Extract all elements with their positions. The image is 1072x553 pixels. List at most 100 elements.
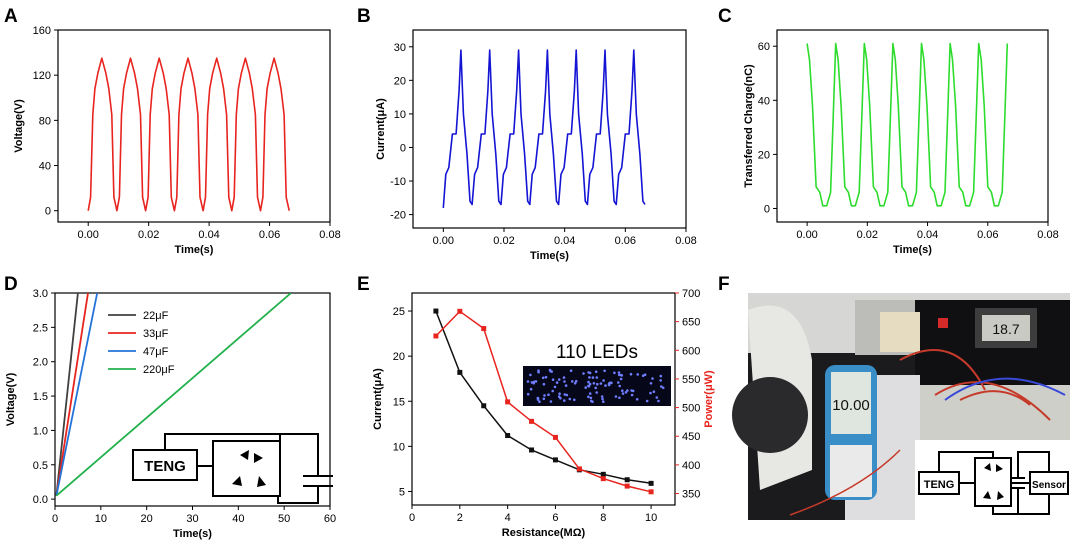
led-dot <box>601 397 604 401</box>
y-tick-label-a: 40 <box>39 161 51 173</box>
series-line-b <box>442 49 646 208</box>
x-tick-label-a: 0.08 <box>319 229 340 241</box>
x-tick-label-d: 0 <box>52 513 58 525</box>
series-line-d-0 <box>55 293 79 496</box>
plot-frame-b <box>412 29 687 229</box>
led-dot <box>594 386 597 390</box>
led-dot <box>641 374 645 378</box>
x-tick-label-a: 0.00 <box>78 229 99 241</box>
x-tick-label-a: 0.06 <box>259 229 280 241</box>
y-tick-label-b: -10 <box>390 176 406 188</box>
led-dot <box>624 391 628 394</box>
led-dot <box>630 389 633 392</box>
panel-letter-f: F <box>718 274 730 295</box>
led-dot <box>584 386 587 389</box>
led-dot <box>626 389 629 392</box>
led-dot <box>649 391 652 395</box>
teng-box <box>132 449 198 481</box>
data-point-e-1 <box>457 308 463 314</box>
x-tick-label-d: 40 <box>232 513 244 525</box>
y-tick-label-b: 0 <box>400 142 406 154</box>
series-line-d-2 <box>55 293 99 496</box>
teng-label-f: TENG <box>924 479 955 491</box>
led-dot <box>595 391 598 394</box>
led-dot <box>529 373 532 377</box>
panel-letter-b: B <box>357 6 371 27</box>
y-tick-label-d: 2.0 <box>33 357 48 369</box>
plot-frame-e <box>411 292 676 506</box>
led-dot <box>555 381 559 384</box>
bridge-diodes-d <box>232 450 266 487</box>
series-line-d-3 <box>55 293 292 497</box>
led-dot <box>564 384 568 387</box>
x-tick-label-e: 10 <box>645 512 657 524</box>
legend-label-d-1: 33μF <box>143 328 169 340</box>
led-dot <box>591 400 594 404</box>
legend-label-d-3: 220μF <box>143 364 175 376</box>
led-dot <box>596 382 599 386</box>
y-tick-label-d: 0.5 <box>33 460 48 472</box>
led-dot <box>609 381 613 385</box>
x-tick-label-b: 0.04 <box>554 235 575 247</box>
x-tick-label-b: 0.02 <box>493 235 514 247</box>
led-dot <box>603 369 606 373</box>
led-dot <box>594 370 598 374</box>
led-dot <box>618 396 621 400</box>
led-dot <box>617 371 621 374</box>
data-point-e-1 <box>505 399 511 405</box>
y-tick-label-b: 30 <box>394 42 406 54</box>
led-dot <box>602 379 605 382</box>
y-tick-label-a: 120 <box>33 70 51 82</box>
series-line-c <box>806 42 1009 207</box>
y-tick-label-e: 25 <box>393 306 405 318</box>
y-tick-label-e: 15 <box>393 396 405 408</box>
led-dot <box>543 394 546 397</box>
plot-frame-c <box>776 29 1049 223</box>
y-tick-label-c: 0 <box>764 203 770 215</box>
y-tick-label-c: 60 <box>758 41 770 53</box>
led-dot <box>529 387 533 391</box>
led-dot <box>557 395 561 398</box>
data-point-e-1 <box>433 333 439 339</box>
led-dots <box>526 368 665 404</box>
x-tick-label-e: 4 <box>505 512 511 524</box>
x-tick-label-e: 2 <box>457 512 463 524</box>
led-dot <box>629 372 633 376</box>
led-dot <box>602 400 605 404</box>
y-tick-label-b: 20 <box>394 75 406 87</box>
series-line-e-0 <box>435 310 652 485</box>
led-dot <box>607 383 611 387</box>
y-tick-label-e: 10 <box>393 441 405 453</box>
y-tick-label-e: 20 <box>393 351 405 363</box>
data-point-e-0 <box>481 403 487 409</box>
data-point-e-1 <box>624 483 630 489</box>
chart-d: 0 10 20 30 40 50 60 0.0 0.5 1.0 1.5 2.0 2.5 3.0 Time(s… <box>5 288 336 540</box>
led-dot <box>530 381 534 384</box>
x-tick-label-e: 0 <box>409 512 415 524</box>
led-dot <box>537 370 540 374</box>
y-tick-label-d: 0.0 <box>33 494 48 506</box>
data-point-e-0 <box>624 477 630 483</box>
panel-letter-c: C <box>718 6 732 27</box>
y-tick-label-a: 80 <box>39 115 51 127</box>
y-tick-label-d: 1.0 <box>33 425 48 437</box>
y-right-tick-label-e: 500 <box>682 403 700 415</box>
led-dot <box>595 376 599 379</box>
x-tick-label-c: 0.00 <box>796 229 817 241</box>
x-tick-label-b: 0.06 <box>615 235 636 247</box>
x-tick-label-e: 8 <box>600 512 606 524</box>
series-line-a <box>87 57 290 212</box>
led-dot <box>573 398 576 402</box>
y-right-axis-label-e: Power(μW) <box>703 370 715 428</box>
panel-letter-d: D <box>4 274 18 295</box>
led-dot <box>571 380 574 383</box>
y-right-tick-label-e: 650 <box>682 317 700 329</box>
leds-label: 110 LEDs <box>556 342 638 363</box>
x-tick-label-c: 0.02 <box>857 229 878 241</box>
y-axis-label-a: Voltage(V) <box>13 99 25 153</box>
x-axis-label-e: Resistance(MΩ) <box>502 527 586 539</box>
led-dot <box>655 396 659 399</box>
led-dot <box>619 377 623 381</box>
led-dot <box>600 395 604 398</box>
led-dot <box>587 371 590 374</box>
